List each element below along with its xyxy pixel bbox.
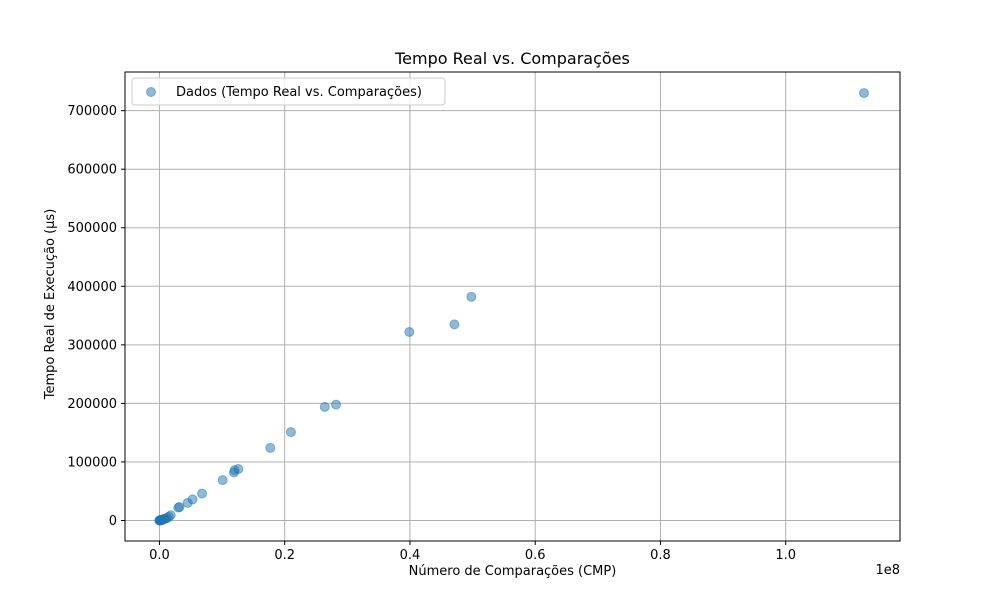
y-tick-label: 500000 xyxy=(67,221,117,236)
data-point xyxy=(217,475,228,486)
data-point xyxy=(449,319,460,330)
y-tick-label: 200000 xyxy=(67,397,117,412)
data-point xyxy=(285,427,296,438)
x-tick-label: 0.6 xyxy=(525,548,546,563)
legend-box xyxy=(131,77,446,106)
data-point xyxy=(404,326,415,337)
chart-title: Tempo Real vs. Comparações xyxy=(394,49,630,68)
x-axis: 0.0 0.2 0.4 0.6 0.8 1.0 xyxy=(149,541,796,563)
y-tick-label: 600000 xyxy=(67,163,117,178)
x-axis-label: Número de Comparações (CMP) xyxy=(409,564,617,579)
grid xyxy=(125,72,900,541)
data-point xyxy=(319,401,330,412)
x-axis-offset-label: 1e8 xyxy=(875,563,900,578)
y-tick-label: 0 xyxy=(109,514,117,529)
y-axis: 0 100000 200000 300000 400000 500000 600000 700… xyxy=(67,104,125,529)
x-tick-label: 0.8 xyxy=(650,548,671,563)
data-point xyxy=(858,88,869,99)
data-point xyxy=(466,291,477,302)
legend: Dados (Tempo Real vs. Comparações) xyxy=(131,77,446,106)
y-tick-label: 300000 xyxy=(67,338,117,353)
data-point xyxy=(265,442,276,453)
legend-entry-label: Dados (Tempo Real vs. Comparações) xyxy=(176,85,422,100)
data-points xyxy=(154,88,869,526)
plot-area-frame xyxy=(124,71,901,542)
data-point xyxy=(233,463,244,474)
data-point xyxy=(165,510,176,521)
data-point xyxy=(331,399,342,410)
x-tick-label: 1.0 xyxy=(775,548,796,563)
y-tick-label: 700000 xyxy=(67,104,117,119)
data-point xyxy=(187,494,198,505)
x-tick-label: 0.0 xyxy=(149,548,170,563)
y-tick-label: 100000 xyxy=(67,455,117,470)
y-axis-label: Tempo Real de Execução (µs) xyxy=(43,209,58,401)
data-point xyxy=(197,488,208,499)
y-tick-label: 400000 xyxy=(67,280,117,295)
x-tick-label: 0.2 xyxy=(274,548,295,563)
legend-marker xyxy=(146,87,156,97)
x-tick-label: 0.4 xyxy=(400,548,421,563)
data-point xyxy=(174,502,185,513)
